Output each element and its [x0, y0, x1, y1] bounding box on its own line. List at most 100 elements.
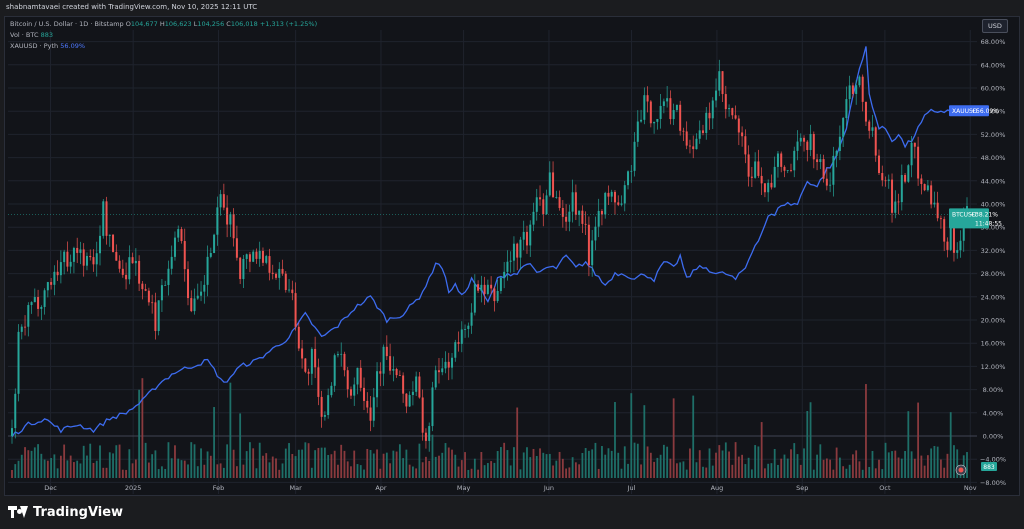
candle-body — [506, 261, 509, 272]
candle-body — [314, 348, 317, 368]
volume-bar — [891, 451, 893, 478]
candle-body — [545, 195, 548, 215]
volume-bar — [37, 444, 39, 478]
volume-bar — [43, 459, 46, 478]
candle-body — [512, 243, 515, 261]
candle-body — [27, 305, 30, 327]
candle-body — [336, 354, 339, 356]
candle-body — [102, 201, 105, 236]
candle-body — [571, 192, 574, 212]
x-axis-label: Dec — [44, 484, 57, 492]
volume-bar — [382, 453, 385, 478]
candle-body — [877, 155, 880, 174]
volume-bar — [786, 458, 789, 478]
candle-body — [499, 277, 502, 291]
candle-body — [754, 161, 757, 178]
volume-bar — [881, 469, 884, 478]
candle-body — [437, 370, 440, 373]
volume-bar — [395, 451, 398, 478]
volume-bar — [27, 450, 30, 478]
candle-body — [411, 391, 414, 396]
chart-frame[interactable] — [4, 16, 1020, 496]
candle-body — [37, 297, 40, 309]
candle-body — [763, 183, 766, 193]
volume-bar — [705, 467, 708, 478]
candle-body — [17, 331, 20, 394]
volume-bar — [66, 460, 69, 478]
volume-bar — [11, 469, 13, 478]
volume-bar — [672, 398, 675, 478]
candle-body — [219, 194, 222, 208]
candle-body — [607, 192, 610, 197]
candle-body — [304, 358, 307, 372]
volume-bar — [578, 464, 581, 478]
volume-bar — [702, 466, 704, 478]
candle-body — [229, 214, 232, 225]
volume-bar — [943, 467, 946, 478]
legend-compare-label[interactable]: XAUUSD · Pyth — [10, 42, 59, 50]
volume-bar — [633, 442, 636, 478]
xauusd-series-line — [11, 46, 968, 438]
volume-bar — [193, 444, 196, 478]
candle-body — [610, 191, 613, 197]
legend-symbol[interactable]: Bitcoin / U.S. Dollar · 1D · Bitstamp — [10, 20, 124, 28]
candle-body — [662, 101, 665, 106]
candle-body — [66, 251, 69, 267]
candle-body — [265, 256, 268, 263]
candle-body — [845, 99, 848, 119]
volume-bar — [770, 463, 773, 478]
legend-volume-label[interactable]: Vol · BTC — [10, 31, 39, 39]
legend-change: +1,313 (+1.25%) — [259, 20, 318, 28]
volume-bar — [574, 462, 577, 478]
candle-body — [750, 176, 753, 178]
volume-bar — [669, 458, 672, 478]
currency-button[interactable]: USD — [982, 19, 1008, 33]
volume-bar — [444, 443, 447, 478]
candle-body — [434, 370, 437, 388]
volume-bar — [99, 445, 101, 478]
volume-bar — [646, 446, 649, 478]
y-axis-label: 68.00% — [981, 38, 1006, 46]
volume-bar — [425, 456, 427, 478]
candle-body — [561, 207, 564, 217]
candle-body — [395, 369, 398, 376]
candle-body — [620, 203, 623, 205]
volume-bar — [956, 449, 959, 478]
candle-body — [382, 346, 385, 374]
y-axis-label: −8.00% — [980, 479, 1006, 487]
candle-body — [258, 250, 261, 259]
volume-bar — [73, 462, 75, 478]
y-axis-label: 20.00% — [981, 317, 1006, 325]
candle-body — [516, 243, 519, 258]
volume-bar — [904, 451, 906, 478]
volume-bar — [920, 455, 923, 478]
volume-bar — [473, 458, 476, 478]
candle-body — [167, 268, 170, 285]
y-axis-label: 64.00% — [981, 61, 1006, 69]
legend-h-label: H — [159, 20, 165, 28]
volume-bar — [275, 458, 277, 478]
volume-bar — [398, 444, 401, 478]
top-credit-bar: shabnamtavaei created with TradingView.c… — [0, 0, 1024, 16]
volume-bar — [607, 448, 610, 478]
candle-body — [819, 159, 822, 163]
chart-legend: Bitcoin / U.S. Dollar · 1D · Bitstamp O1… — [10, 19, 317, 52]
volume-badge — [981, 462, 997, 471]
candle-body — [943, 219, 946, 242]
candle-body — [659, 105, 662, 119]
candle-body — [288, 289, 291, 291]
candle-body — [268, 256, 271, 273]
tradingview-wordmark: TradingView — [33, 504, 124, 520]
candle-body — [936, 202, 939, 219]
candle-body — [255, 251, 258, 259]
volume-bar — [460, 460, 463, 478]
candle-body — [757, 161, 760, 176]
volume-bar — [447, 447, 450, 478]
volume-bar — [790, 449, 792, 478]
volume-bar — [385, 452, 388, 478]
volume-bar — [516, 407, 519, 478]
candle-body — [851, 85, 854, 94]
y-axis-label: 40.00% — [981, 201, 1006, 209]
candle-body — [193, 298, 196, 312]
